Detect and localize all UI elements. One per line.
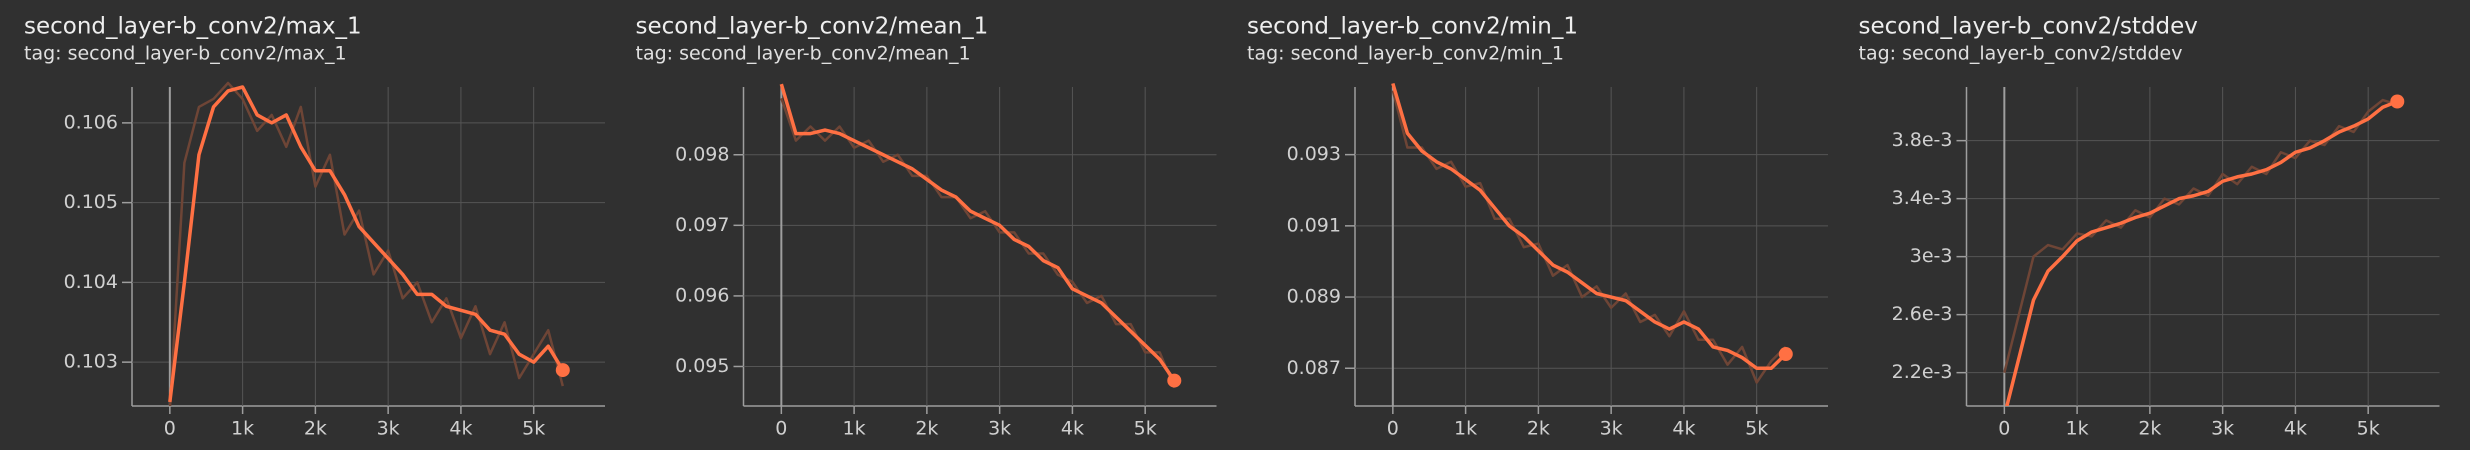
x-tick-label: 3k (377, 418, 400, 440)
chart-panel: second_layer-b_conv2/min_1 tag: second_la… (1247, 14, 1828, 440)
smoothed-line (168, 85, 565, 403)
x-tick-label: 1k (1454, 418, 1477, 440)
x-tick-label: 3k (1600, 418, 1623, 440)
y-tick-label: 0.106 (64, 111, 118, 133)
chart-subtitle: tag: second_layer-b_conv2/mean_1 (636, 43, 971, 65)
x-tick-label: 2k (1527, 418, 1550, 440)
y-tick-label: 2.6e-3 (1892, 303, 1953, 325)
x-tick-label: 0 (775, 418, 787, 440)
y-tick-label: 0.087 (1287, 357, 1341, 379)
y-tick-label: 3e-3 (1910, 245, 1953, 267)
x-tick-label: 5k (522, 418, 545, 440)
last-point (1167, 373, 1182, 388)
y-tick-label: 0.096 (675, 284, 729, 306)
raw-line (168, 81, 564, 406)
x-tick-label: 2k (304, 418, 327, 440)
x-tick-label: 3k (988, 418, 1011, 440)
smoothed-line (779, 83, 1176, 382)
chart-title: second_layer-b_conv2/min_1 (1247, 14, 1578, 40)
chart-subtitle: tag: second_layer-b_conv2/min_1 (1247, 43, 1564, 65)
x-tick-label: 0 (1387, 418, 1399, 440)
y-tick-label: 3.8e-3 (1892, 129, 1953, 151)
y-tick-label: 0.095 (675, 355, 729, 377)
y-tick-label: 0.097 (675, 214, 729, 236)
x-tick-label: 1k (2066, 418, 2089, 440)
x-tick-label: 2k (915, 418, 938, 440)
y-tick-label: 0.098 (675, 143, 729, 165)
x-tick-label: 4k (449, 418, 472, 440)
last-point (2390, 94, 2405, 109)
y-tick-label: 0.091 (1287, 214, 1341, 236)
smoothed-line (1391, 82, 1788, 371)
chart-panel: second_layer-b_conv2/mean_1 tag: second_l… (636, 14, 1217, 440)
y-tick-label: 0.089 (1287, 286, 1341, 308)
x-tick-label: 1k (231, 418, 254, 440)
x-tick-label: 5k (1134, 418, 1157, 440)
y-tick-label: 2.2e-3 (1892, 361, 1953, 383)
raw-line (780, 97, 1176, 389)
y-tick-label: 3.4e-3 (1892, 187, 1953, 209)
x-tick-label: 5k (1745, 418, 1768, 440)
x-tick-label: 1k (843, 418, 866, 440)
chart-subtitle: tag: second_layer-b_conv2/stddev (1859, 43, 2183, 65)
x-tick-label: 0 (1998, 418, 2010, 440)
x-tick-label: 4k (1672, 418, 1695, 440)
x-tick-label: 5k (2357, 418, 2380, 440)
x-tick-label: 4k (2284, 418, 2307, 440)
last-point (555, 363, 570, 378)
chart-title: second_layer-b_conv2/stddev (1859, 14, 2198, 40)
y-tick-label: 0.105 (64, 191, 118, 213)
x-tick-label: 4k (1061, 418, 1084, 440)
x-tick-label: 3k (2211, 418, 2234, 440)
x-tick-label: 2k (2138, 418, 2161, 440)
x-tick-label: 0 (164, 418, 176, 440)
last-point (1778, 347, 1793, 362)
y-tick-label: 0.103 (64, 351, 118, 373)
chart-panel: second_layer-b_conv2/stddev tag: second_l… (1859, 14, 2440, 440)
chart-title: second_layer-b_conv2/mean_1 (636, 14, 989, 40)
y-tick-label: 0.093 (1287, 143, 1341, 165)
chart-title: second_layer-b_conv2/max_1 (24, 14, 362, 40)
chart-panel: second_layer-b_conv2/max_1 tag: second_la… (24, 14, 605, 440)
smoothed-line (2005, 99, 2398, 406)
y-tick-label: 0.104 (64, 271, 118, 293)
raw-line (1391, 90, 1787, 384)
chart-subtitle: tag: second_layer-b_conv2/max_1 (24, 43, 347, 65)
